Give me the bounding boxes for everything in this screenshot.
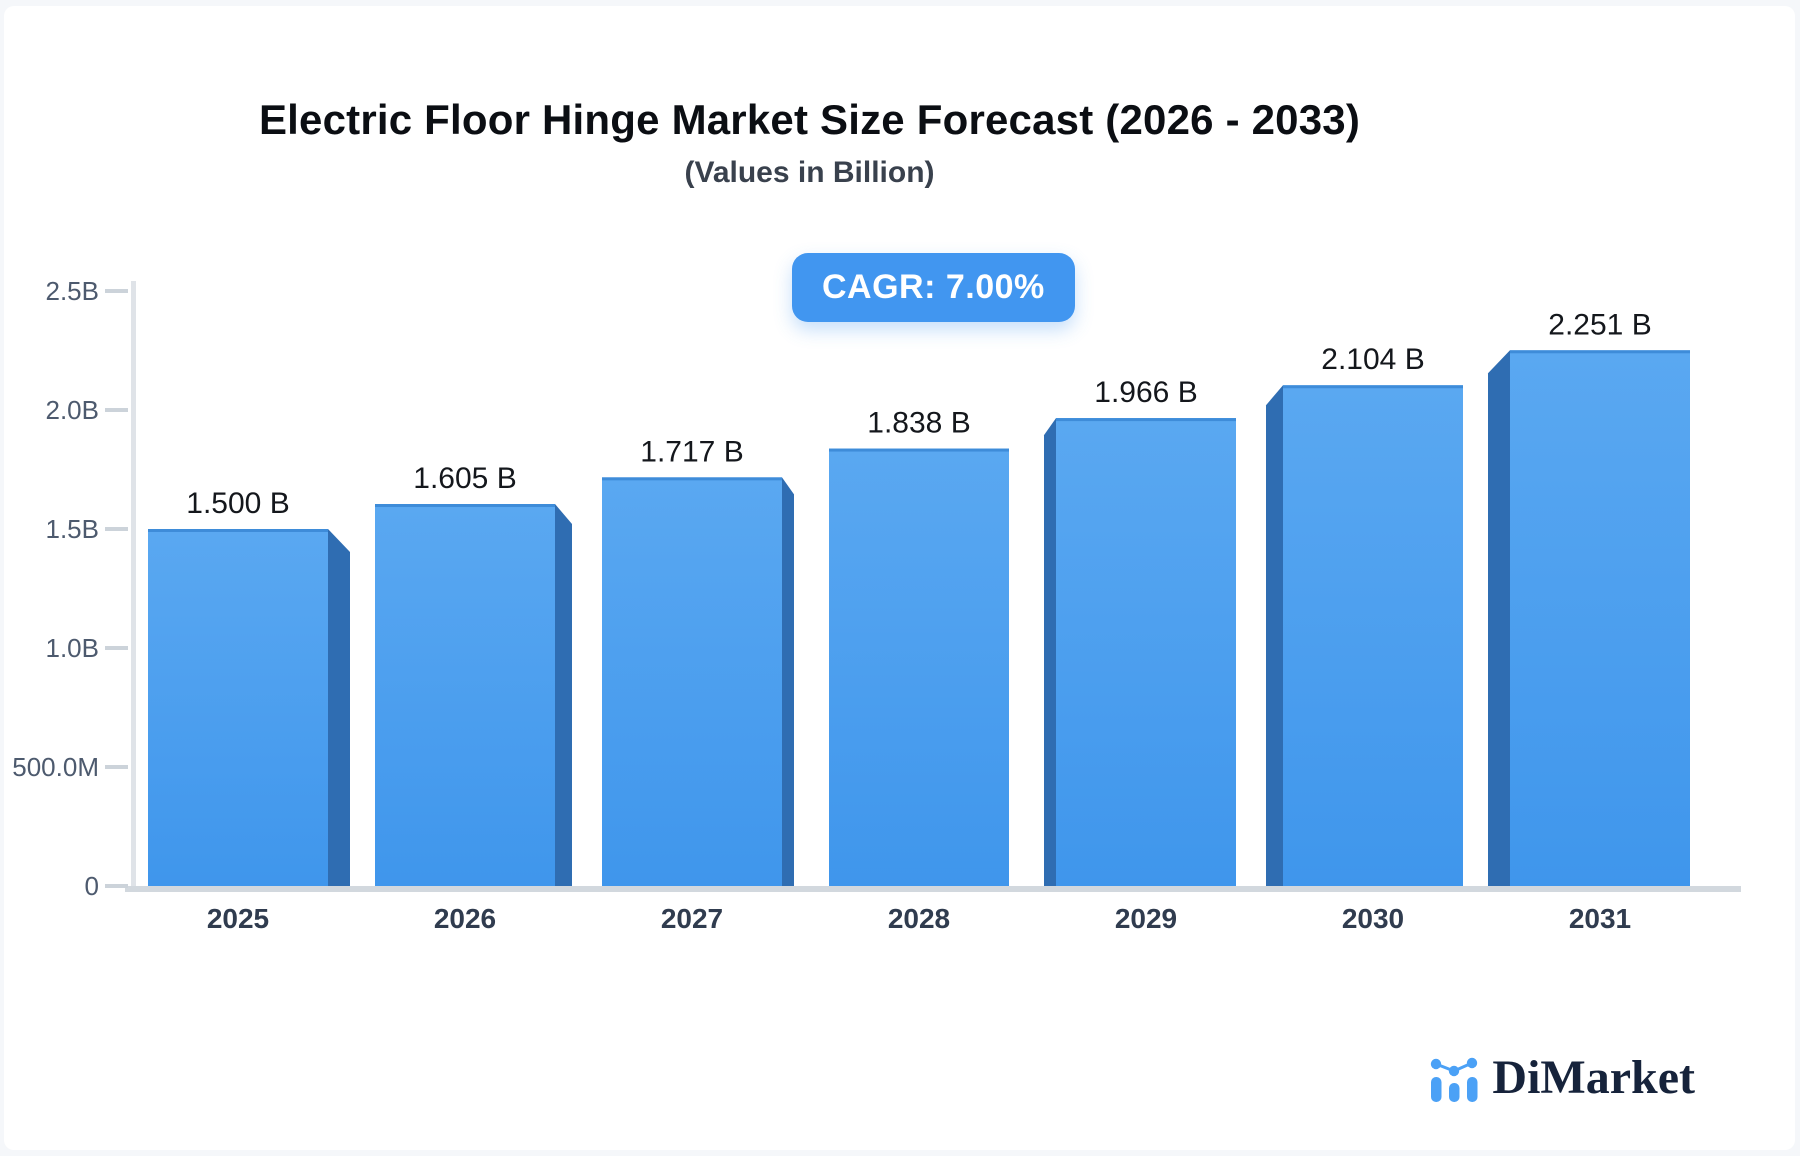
bar-top-edge — [602, 477, 782, 481]
brand-logo: DiMarket — [1426, 1046, 1695, 1102]
bar-side-face — [1488, 350, 1510, 887]
bar-side-face — [555, 504, 572, 886]
y-tick-label: 2.0B — [46, 395, 100, 425]
y-axis-line — [131, 281, 136, 892]
y-tick-mark — [105, 765, 128, 769]
y-tick-label: 1.5B — [46, 514, 100, 544]
bar — [602, 477, 782, 886]
bar-value-label: 1.966 B — [1094, 376, 1197, 409]
x-tick-label: 2031 — [1569, 903, 1631, 934]
bar — [829, 448, 1009, 886]
bar-value-label: 2.104 B — [1321, 343, 1424, 376]
bar-top-edge — [829, 448, 1009, 452]
y-tick-mark — [105, 289, 128, 293]
bar-top-edge — [1510, 350, 1690, 354]
bar-side-face — [1266, 385, 1283, 886]
bar-value-label: 1.500 B — [186, 487, 289, 520]
chart-card: Electric Floor Hinge Market Size Forecas… — [4, 6, 1795, 1150]
bar — [1510, 350, 1690, 887]
x-tick-label: 2027 — [661, 903, 723, 934]
bar — [148, 529, 328, 886]
x-tick-label: 2028 — [888, 903, 950, 934]
y-tick-mark — [105, 646, 128, 650]
bar — [375, 504, 555, 886]
y-tick-label: 2.5B — [46, 276, 100, 306]
chart-subtitle: (Values in Billion) — [684, 156, 935, 189]
y-tick-label: 500.0M — [12, 752, 99, 782]
x-tick-label: 2025 — [207, 903, 269, 934]
bar-top-edge — [1056, 418, 1236, 422]
bar-side-face — [1044, 418, 1056, 886]
bar-top-edge — [148, 529, 328, 532]
bar — [1283, 385, 1463, 886]
bar-top-edge — [375, 504, 555, 508]
bar-value-label: 1.838 B — [867, 407, 970, 440]
x-axis-line — [125, 886, 1741, 892]
bar-side-face — [328, 529, 350, 886]
x-tick-label: 2030 — [1342, 903, 1404, 934]
bar — [1056, 418, 1236, 886]
y-tick-mark — [105, 408, 128, 412]
y-tick-mark — [105, 884, 128, 888]
dimarket-logo-icon — [1431, 1057, 1478, 1102]
x-tick-label: 2026 — [434, 903, 496, 934]
chart-title: Electric Floor Hinge Market Size Forecas… — [258, 96, 1361, 143]
chart-header: Electric Floor Hinge Market Size Forecas… — [4, 96, 1795, 190]
bar-chart: 0 500.0M 1.0B 1.5B 2.0B 2.5B 1.500 B 2025 1.605 … — [12, 276, 1741, 934]
cagr-badge: CAGR: 7.00% — [792, 253, 1075, 322]
y-tick-label: 1.0B — [46, 633, 100, 663]
bar-side-face — [782, 477, 794, 886]
bar-value-label: 2.251 B — [1548, 308, 1651, 341]
brand-name: DiMarket — [1492, 1051, 1695, 1104]
x-tick-label: 2029 — [1115, 903, 1177, 934]
bar-top-edge — [1283, 385, 1463, 389]
bar-value-label: 1.605 B — [413, 462, 516, 495]
y-tick-label: 0 — [85, 871, 99, 901]
bar-value-label: 1.717 B — [640, 435, 743, 468]
y-tick-mark — [105, 527, 128, 531]
